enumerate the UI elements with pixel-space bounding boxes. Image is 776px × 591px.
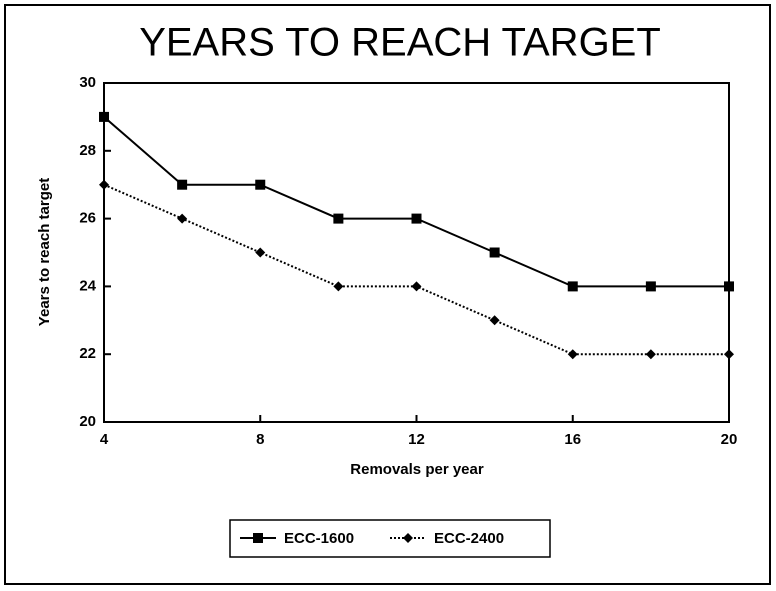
marker [724,281,734,292]
marker [333,281,344,292]
marker [403,533,413,543]
x-tick-label: 4 [100,431,109,448]
legend-box [229,519,551,558]
x-tick-label: 12 [408,431,425,448]
marker [177,179,188,190]
y-tick-label: 28 [79,142,96,159]
chart-title: YEARS TO REACH TARGET [139,21,661,65]
y-tick-label: 24 [79,277,96,294]
marker [255,247,266,258]
x-tick-label: 20 [721,431,738,448]
marker [99,111,109,122]
marker [489,247,500,258]
y-tick-label: 30 [79,74,96,91]
legend-label: ECC-2400 [434,530,504,547]
y-tick-label: 20 [79,413,96,430]
marker [411,281,422,292]
y-axis-label: Years to reach target [36,178,53,326]
legend-label: ECC-1600 [284,530,354,547]
marker [177,213,188,224]
x-axis-label: Removals per year [350,461,484,478]
marker [489,315,500,326]
marker [645,349,656,360]
marker [567,281,578,292]
chart-frame [4,4,771,585]
y-tick-label: 26 [79,210,96,227]
marker [724,349,734,360]
marker [567,349,578,360]
marker [333,213,344,224]
x-tick-label: 8 [256,431,264,448]
marker [99,179,109,190]
marker [255,179,266,190]
marker [253,533,263,543]
y-tick-label: 22 [79,345,96,362]
x-tick-label: 16 [564,431,581,448]
marker [645,281,656,292]
marker [411,213,422,224]
